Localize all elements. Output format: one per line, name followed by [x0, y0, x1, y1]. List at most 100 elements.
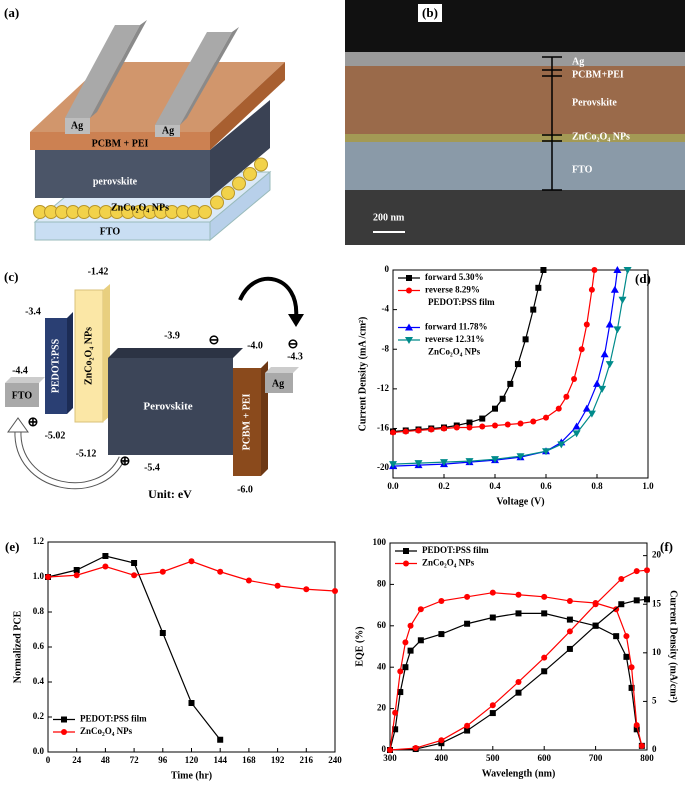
sphere: [254, 157, 268, 172]
legend-label: reverse 12.31%: [425, 334, 484, 344]
ag-bar-front: [65, 118, 90, 134]
x-tick-label: 240: [328, 755, 342, 765]
marker: [623, 633, 630, 640]
pedot-box: [45, 318, 67, 414]
ag-bar: [155, 32, 232, 125]
level: -3.4: [25, 306, 41, 317]
x-tick-label: 1.0: [642, 481, 654, 491]
legend-label: ZnCo₂O₄ NPs: [80, 726, 133, 736]
marker: [438, 737, 445, 744]
y-tick-label: 0.8: [33, 606, 45, 616]
fto-band: [345, 142, 685, 190]
box-top: [265, 367, 299, 373]
marker: [45, 574, 51, 580]
panel-label: (d): [635, 271, 651, 286]
legend-marker: [405, 337, 413, 344]
marker: [73, 567, 80, 573]
layer-label: PCBM+PEI: [572, 69, 624, 80]
marker: [600, 350, 609, 358]
y-axis-title: Normalized PCE: [12, 610, 23, 683]
marker: [514, 361, 521, 368]
legend-label: PEDOT:PSS film: [422, 545, 489, 555]
y-axis-title: Current Density (mA /cm²): [357, 317, 368, 432]
marker: [644, 567, 650, 574]
marker: [489, 702, 496, 709]
panel-label: (a): [4, 5, 19, 20]
level-name: Perovskite: [143, 401, 192, 413]
marker: [417, 606, 424, 613]
perovskite-side: [210, 100, 270, 198]
marker: [535, 284, 542, 291]
ag-band: [345, 52, 685, 66]
perovskite-layer: [35, 150, 210, 198]
x-tick-label: 216: [300, 755, 314, 765]
x-tick-label: 72: [130, 755, 140, 765]
x-tick-label: 96: [158, 755, 168, 765]
level: -1.42: [88, 266, 109, 277]
layer-label: Ag: [162, 125, 174, 136]
y-tick-label: -4: [382, 304, 390, 314]
nps-box: [74, 289, 104, 423]
x-tick-label: 700: [589, 753, 603, 763]
marker: [541, 668, 548, 675]
y-tick-label: 20: [377, 703, 387, 713]
arrow-head: [7, 417, 29, 433]
marker: [392, 726, 399, 733]
marker: [598, 385, 607, 393]
marker: [466, 419, 473, 426]
level: -5.12: [76, 448, 97, 459]
scale-marker: [542, 56, 562, 191]
pcbm-box: [233, 368, 261, 476]
legend-marker: [406, 287, 412, 294]
charge: ⊕: [120, 453, 131, 468]
y-tick-label: 0: [385, 264, 390, 274]
electron-arrow: [238, 276, 299, 319]
y-tick-label: -8: [382, 343, 390, 353]
nps-band: [345, 134, 685, 142]
legend-marker: [61, 729, 67, 735]
series-line: [389, 598, 648, 751]
legend-group: ZnCo₂O₄ NPs: [428, 347, 481, 357]
panel-a: (a) Ag Ag PCBM + PEI perovskite ZnCo₂O₄ …: [4, 5, 285, 242]
panel-c: (c) FTO -4.4 PEDOT:PSS -3.4 -5.02 ZnCo₂O…: [4, 266, 304, 501]
marker: [274, 582, 281, 589]
series-line: [392, 269, 618, 467]
panel-label: (b): [422, 5, 438, 20]
marker: [587, 410, 596, 418]
x-tick-label: 192: [271, 755, 285, 765]
marker: [102, 563, 109, 570]
marker: [407, 647, 414, 654]
marker: [131, 560, 138, 566]
marker: [159, 630, 166, 636]
level-name: PCBM + PEI: [241, 393, 252, 450]
marker: [217, 568, 224, 575]
marker: [566, 597, 573, 604]
level: -4.3: [287, 351, 303, 362]
marker: [610, 285, 619, 293]
y-tick-label: 0.4: [33, 676, 45, 686]
marker: [397, 689, 404, 696]
layer-label: FTO: [100, 226, 121, 237]
level-name: ZnCo₂O₄ NPs: [83, 327, 94, 385]
ag-box: [265, 373, 293, 393]
marker: [588, 286, 595, 293]
fto-side: [209, 170, 271, 242]
marker: [464, 593, 471, 600]
marker: [618, 575, 625, 582]
marker: [479, 415, 486, 422]
marker: [515, 591, 522, 598]
legend-marker: [406, 275, 412, 281]
arrow-head: [288, 314, 304, 327]
marker: [415, 427, 422, 434]
x-tick-label: 800: [640, 753, 654, 763]
marker: [428, 426, 435, 433]
level-name: PEDOT:PSS: [50, 338, 61, 393]
x-tick-label: 0.4: [489, 481, 501, 491]
perovskite-band: [345, 66, 685, 136]
plot-frame: [389, 542, 648, 751]
box-top: [5, 377, 45, 383]
marker: [397, 668, 404, 675]
perovskite-box: [108, 358, 233, 455]
marker: [489, 710, 496, 717]
marker: [582, 404, 591, 412]
